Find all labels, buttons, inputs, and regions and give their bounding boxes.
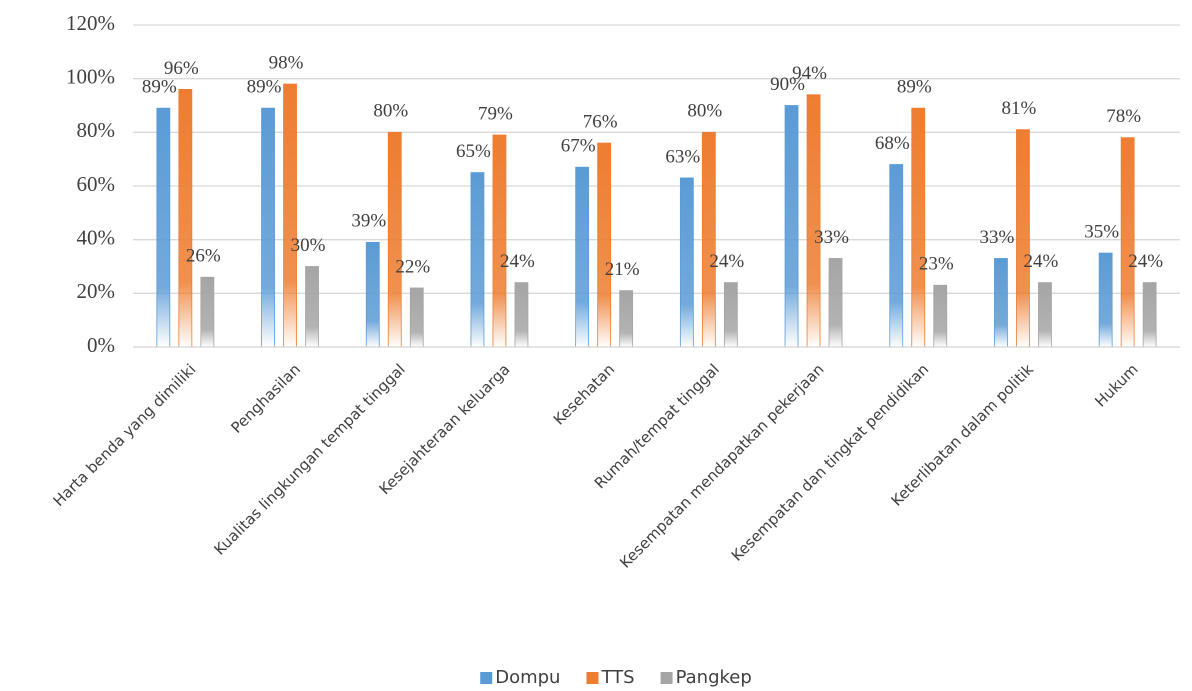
- bar: [1142, 282, 1157, 348]
- data-label: 76%: [583, 111, 618, 132]
- x-tick-label: Hukum: [1091, 360, 1141, 410]
- x-tick-label: Penghasilan: [227, 360, 304, 437]
- data-label: 90%: [770, 74, 805, 95]
- bar: [889, 164, 904, 348]
- y-tick-label: 60%: [77, 172, 116, 196]
- bar: [492, 134, 507, 348]
- bar: [514, 282, 529, 348]
- data-label: 80%: [373, 101, 408, 122]
- data-label: 81%: [1002, 98, 1037, 119]
- legend: Dompu TTS Pangkep: [480, 667, 752, 688]
- data-label: 68%: [875, 133, 910, 154]
- bar: [723, 282, 738, 348]
- y-tick-label: 40%: [77, 225, 116, 249]
- data-label: 98%: [269, 52, 304, 73]
- bar: [784, 105, 799, 348]
- bar: [806, 94, 821, 348]
- data-label: 21%: [605, 259, 640, 280]
- data-label: 80%: [687, 101, 722, 122]
- data-label: 89%: [897, 77, 932, 98]
- bar: [156, 107, 171, 348]
- bar: [575, 166, 590, 348]
- bar: [470, 172, 485, 348]
- y-tick-label: 120%: [66, 11, 115, 35]
- data-label: 22%: [395, 256, 430, 277]
- bar: [178, 89, 193, 348]
- bar: [597, 142, 612, 348]
- data-label: 78%: [1106, 106, 1141, 127]
- bar: [409, 287, 424, 348]
- bar: [1120, 137, 1135, 348]
- y-tick-label: 20%: [77, 279, 116, 303]
- data-label: 35%: [1084, 221, 1119, 242]
- bar: [933, 284, 948, 348]
- data-label: 89%: [142, 77, 177, 98]
- x-tick-label: Kesehatan: [550, 360, 618, 428]
- data-label: 67%: [561, 136, 596, 157]
- x-tick-label: Kesempatan dan tingkat pendidikan: [728, 360, 932, 564]
- bar: [387, 131, 402, 348]
- data-label: 79%: [478, 103, 513, 124]
- data-label: 39%: [351, 211, 386, 232]
- bar: [828, 258, 843, 348]
- data-label: 24%: [709, 251, 744, 272]
- bar: [1038, 282, 1052, 348]
- x-tick-label: Kualitas lingkungan tempat tinggal: [210, 360, 408, 558]
- bar: [701, 131, 716, 348]
- data-label: 65%: [456, 141, 491, 162]
- legend-label: Dompu: [495, 667, 560, 688]
- data-label: 24%: [1024, 251, 1059, 272]
- bar: [679, 177, 694, 348]
- bar: [261, 107, 275, 348]
- data-label: 89%: [247, 77, 282, 98]
- bar: [619, 290, 634, 348]
- data-label: 33%: [980, 227, 1015, 248]
- bar: [200, 276, 215, 348]
- x-tick-label: Harta benda yang dimiliki: [50, 360, 200, 510]
- y-tick-label: 80%: [77, 118, 116, 142]
- data-label: 24%: [1128, 251, 1163, 272]
- legend-swatch: [480, 672, 493, 684]
- data-label: 96%: [164, 58, 199, 79]
- bar: [1098, 252, 1113, 348]
- y-tick-label: 100%: [66, 64, 115, 88]
- legend-swatch: [660, 672, 673, 684]
- bar: [1016, 129, 1030, 348]
- data-label: 30%: [291, 235, 326, 256]
- legend-label: Pangkep: [676, 667, 752, 688]
- bar: [365, 241, 380, 348]
- x-tick-label: Kesempatan mendapatkan pekerjaan: [616, 360, 827, 571]
- data-label: 24%: [500, 251, 535, 272]
- data-label: 94%: [792, 63, 827, 84]
- legend-label: TTS: [600, 667, 634, 688]
- y-tick-label: 0%: [87, 333, 115, 357]
- bar: [911, 107, 926, 348]
- legend-swatch: [586, 672, 599, 684]
- data-label: 63%: [665, 146, 700, 167]
- bar: [283, 83, 297, 348]
- data-label: 33%: [814, 227, 849, 248]
- data-label: 23%: [919, 254, 954, 275]
- data-label: 26%: [186, 246, 221, 267]
- bar: [305, 266, 319, 348]
- bar: [994, 258, 1008, 348]
